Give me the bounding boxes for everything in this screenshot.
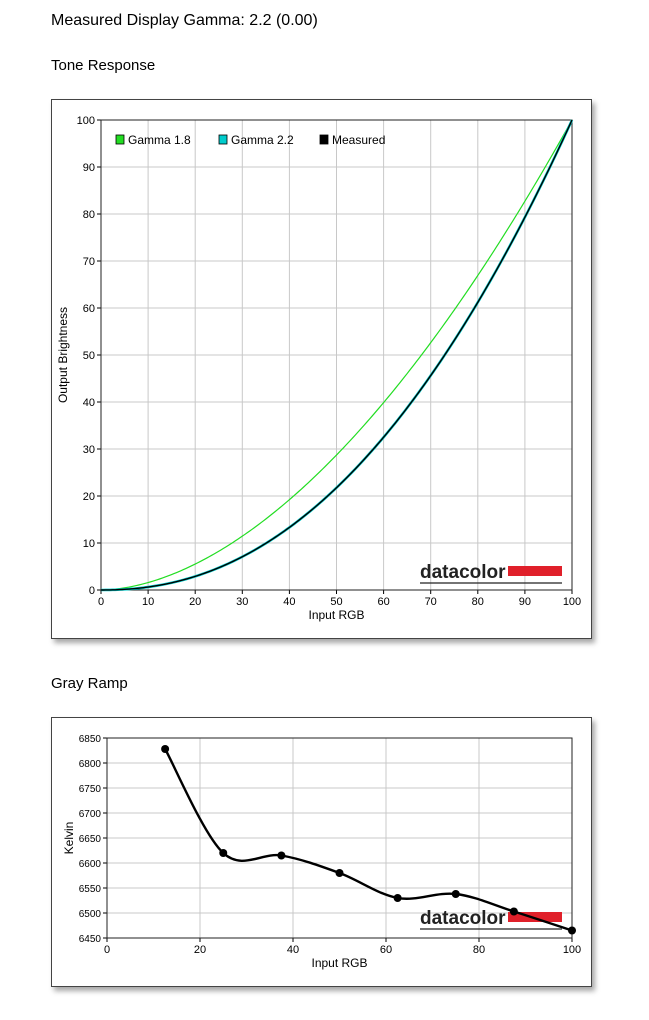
y-tick-label: 6600 xyxy=(79,859,102,870)
legend-label: Gamma 1.8 xyxy=(128,133,191,147)
y-tick-label: 6800 xyxy=(79,759,102,770)
x-tick-label: 80 xyxy=(472,596,484,608)
datacolor-logo-text: datacolor xyxy=(420,562,506,583)
kelvin-data-point xyxy=(277,851,286,860)
y-tick-label: 6550 xyxy=(79,884,102,895)
y-axis-label: Kelvin xyxy=(62,822,76,855)
y-tick-label: 0 xyxy=(89,585,95,597)
y-tick-label: 20 xyxy=(83,491,95,503)
y-tick-label: 90 xyxy=(83,162,95,174)
y-tick-label: 6450 xyxy=(79,934,102,945)
y-tick-label: 6750 xyxy=(79,784,102,795)
series-line-measured xyxy=(101,119,573,591)
x-tick-label: 0 xyxy=(98,596,104,608)
gray-ramp-title: Gray Ramp xyxy=(51,675,128,692)
y-tick-label: 100 xyxy=(77,115,95,127)
tone-response-chart: 0 10 20 30 40 50 60 70 80 90 100 0 10 20 30 40 50 60 70 80 9… xyxy=(56,115,581,622)
tone-response-chart-panel: 0 10 20 30 40 50 60 70 80 90 100 0 10 20 30 40 50 60 70 80 9… xyxy=(51,99,592,639)
x-tick-label: 70 xyxy=(425,596,437,608)
plot-border xyxy=(106,737,573,939)
y-tick-label: 6850 xyxy=(79,734,102,745)
y-tick-label: 6650 xyxy=(79,834,102,845)
x-tick-label: 20 xyxy=(194,944,206,956)
y-tick-label: 40 xyxy=(83,397,95,409)
x-tick-label: 10 xyxy=(142,596,154,608)
y-tick-label: 6500 xyxy=(79,909,102,920)
x-tick-label: 0 xyxy=(104,944,110,956)
y-tick-label: 70 xyxy=(83,256,95,268)
plot-border xyxy=(100,119,573,591)
series-line-gamma-1-8 xyxy=(100,119,573,591)
datacolor-logo-bar xyxy=(508,912,562,922)
gray-ramp-chart: 0 20 40 60 80 100 6450 6500 6550 6600 6650 6700 6750… xyxy=(62,734,581,970)
measured-gamma-title: Measured Display Gamma: 2.2 (0.00) xyxy=(51,12,318,29)
x-tick-label: 100 xyxy=(563,596,581,608)
y-tick-label: 50 xyxy=(83,350,95,362)
x-tick-label: 20 xyxy=(189,596,201,608)
kelvin-data-point xyxy=(451,890,460,898)
kelvin-data-point xyxy=(219,849,228,857)
x-tick-label: 60 xyxy=(380,944,392,956)
kelvin-data-point xyxy=(509,907,518,916)
x-tick-label: 40 xyxy=(287,944,299,956)
kelvin-data-point xyxy=(568,926,576,935)
x-tick-label: 80 xyxy=(473,944,485,956)
x-tick-label: 90 xyxy=(519,596,531,608)
legend-swatch xyxy=(319,134,329,145)
legend-label: Measured xyxy=(332,133,385,147)
x-tick-label: 60 xyxy=(377,596,389,608)
x-axis-label: Input RGB xyxy=(311,956,367,970)
y-tick-label: 80 xyxy=(83,209,95,221)
x-axis-label: Input RGB xyxy=(308,608,364,622)
kelvin-data-point xyxy=(161,745,170,753)
x-tick-label: 40 xyxy=(283,596,295,608)
x-tick-label: 30 xyxy=(236,596,248,608)
kelvin-data-point xyxy=(393,894,402,902)
x-tick-label: 100 xyxy=(563,944,581,956)
y-tick-label: 10 xyxy=(83,538,95,550)
legend-label: Gamma 2.2 xyxy=(231,133,294,147)
kelvin-data-point xyxy=(335,869,344,877)
y-tick-label: 60 xyxy=(83,303,95,315)
y-tick-label: 30 xyxy=(83,444,95,456)
x-tick-label: 50 xyxy=(330,596,342,608)
tone-response-title: Tone Response xyxy=(51,57,156,74)
y-axis-label: Output Brightness xyxy=(56,307,70,403)
gray-ramp-chart-panel: 0 20 40 60 80 100 6450 6500 6550 6600 6650 6700 6750… xyxy=(51,717,592,987)
datacolor-logo-bar xyxy=(508,566,562,576)
legend-swatch xyxy=(218,134,228,145)
legend-swatch xyxy=(115,134,125,145)
y-tick-label: 6700 xyxy=(79,809,102,820)
datacolor-logo-text: datacolor xyxy=(420,908,506,929)
